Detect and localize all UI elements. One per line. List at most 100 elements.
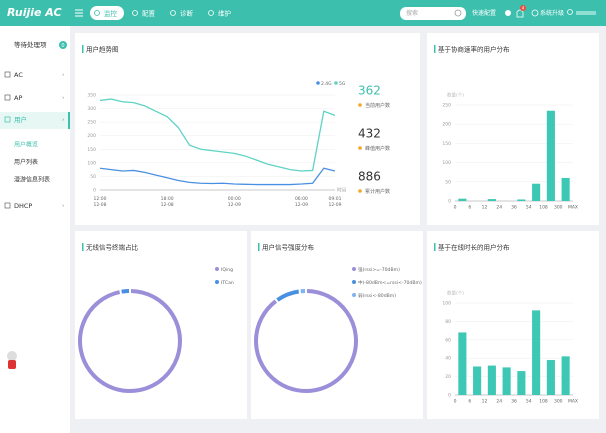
y-tick-label: 300 [87, 106, 96, 112]
y-tick-label: 100 [442, 160, 451, 166]
bar [532, 183, 541, 201]
badge-count: 4 [522, 5, 525, 10]
legend-swatch [215, 267, 219, 271]
title-marker [434, 45, 436, 53]
y-tick-label: 40 [445, 356, 451, 362]
nav-icon [4, 94, 11, 101]
y-tick-label: 0 [448, 199, 451, 205]
nav-sub-item[interactable]: 用户概览 [14, 141, 38, 149]
y-tick-label: 350 [87, 93, 96, 99]
quick-config[interactable]: 快速配置 [472, 9, 496, 17]
series-line [99, 167, 336, 186]
legend-label: IQing [221, 267, 233, 273]
tab-icon [208, 10, 214, 16]
nav-tab[interactable]: 监控 [104, 9, 118, 18]
card [75, 33, 420, 225]
legend-swatch [352, 267, 356, 271]
stat-value: 432 [358, 127, 381, 141]
logo: Ruijie AC [7, 6, 62, 19]
nav-arrow: › [62, 72, 64, 79]
x-tick-label: 6 [468, 399, 471, 405]
x-tick-label: 108 [539, 205, 548, 211]
x-tick-label: 0 [454, 399, 457, 405]
nav-item[interactable]: 用户 [14, 115, 27, 124]
y-tick-label: 150 [87, 147, 96, 153]
x-tick-label: 54 [526, 399, 532, 405]
nav-item[interactable]: AC [14, 71, 23, 79]
user-name-blur [576, 11, 596, 15]
upgrade-icon[interactable] [531, 9, 539, 17]
donut-segment [254, 289, 358, 393]
stat-label: 峰值用户数 [365, 145, 390, 152]
tab-icon [94, 10, 100, 16]
bar [487, 365, 496, 395]
y-tick-label: 200 [87, 133, 96, 139]
nav-icon [4, 71, 11, 78]
bell-icon[interactable] [516, 9, 524, 18]
y-tick-label: 0 [448, 393, 451, 399]
y-tick-label: 80 [445, 319, 451, 325]
nav-arrow: › [62, 117, 64, 124]
bar [458, 332, 467, 395]
nav-item[interactable]: AP [14, 94, 22, 102]
nav-arrow: › [62, 203, 64, 210]
search-icon[interactable] [454, 9, 462, 17]
stat-value: 886 [358, 170, 381, 184]
menu-icon[interactable] [75, 9, 83, 17]
tab-icon [132, 10, 138, 16]
card-title: 用户信号强度分布 [262, 243, 315, 252]
x-tick-label: 00:00 12-09 [228, 196, 241, 208]
legend-swatch [352, 280, 356, 284]
bar [502, 367, 511, 395]
y-axis-label: 数量(个) [447, 92, 464, 99]
card [75, 231, 247, 419]
pending-badge [59, 41, 67, 49]
x-tick-label: 6 [468, 205, 471, 211]
legend-label: 中(-80dBm<=rssi<-70dBm) [358, 279, 422, 286]
nav-sub-item[interactable]: 用户列表 [14, 158, 38, 166]
search-box[interactable] [400, 7, 466, 20]
upgrade[interactable]: 系统升级 [540, 9, 564, 17]
x-tick-label: 36 [511, 399, 517, 405]
nav-sub-item[interactable]: 漫游信息列表 [14, 176, 50, 184]
y-tick-label: 100 [87, 160, 96, 166]
x-tick-label: 300 [554, 399, 563, 405]
nav-tab[interactable]: 诊断 [180, 9, 194, 18]
y-tick-label: 60 [445, 337, 451, 343]
bar [561, 356, 570, 395]
bar [546, 110, 555, 201]
nav-tab[interactable]: 维护 [218, 9, 231, 18]
x-axis-label: 时间 [337, 187, 346, 194]
badge [520, 5, 526, 11]
legend-swatch [352, 293, 356, 297]
mascot [7, 351, 17, 369]
tab-icon [170, 10, 176, 16]
legend-label: ITCan [221, 280, 234, 286]
title-marker [82, 45, 84, 53]
nav-icon [4, 202, 11, 209]
nav-item[interactable]: DHCP [14, 202, 32, 210]
legend-swatch [334, 81, 338, 85]
nav-icon [4, 116, 11, 123]
bar [561, 177, 570, 201]
pending[interactable]: 等待处理项 [14, 40, 47, 49]
y-tick-label: 150 [442, 141, 451, 147]
x-tick-label: 300 [554, 205, 563, 211]
x-tick-label: 0 [454, 205, 457, 211]
y-tick-label: 50 [90, 174, 96, 180]
active-row [0, 112, 70, 129]
stat-dot [358, 146, 362, 150]
pending-count: 0 [61, 43, 64, 49]
bar [517, 199, 526, 201]
y-tick-label: 200 [442, 122, 451, 128]
user-icon[interactable] [567, 9, 573, 15]
stat-dot [358, 189, 362, 193]
y-tick-label: 250 [442, 103, 451, 109]
x-tick-label: MAX [568, 399, 578, 405]
nav-tab[interactable]: 配置 [142, 10, 156, 18]
y-tick-label: 0 [93, 188, 96, 194]
x-tick-label: 108 [539, 399, 548, 405]
settings-icon[interactable] [505, 10, 511, 16]
x-tick-label: 36 [511, 205, 517, 211]
